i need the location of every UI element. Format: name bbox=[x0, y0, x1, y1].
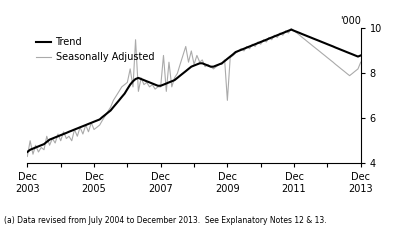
Text: '000: '000 bbox=[340, 16, 361, 26]
Legend: Trend, Seasonally Adjusted: Trend, Seasonally Adjusted bbox=[32, 33, 158, 66]
Text: (a) Data revised from July 2004 to December 2013.  See Explanatory Notes 12 & 13: (a) Data revised from July 2004 to Decem… bbox=[4, 216, 327, 225]
